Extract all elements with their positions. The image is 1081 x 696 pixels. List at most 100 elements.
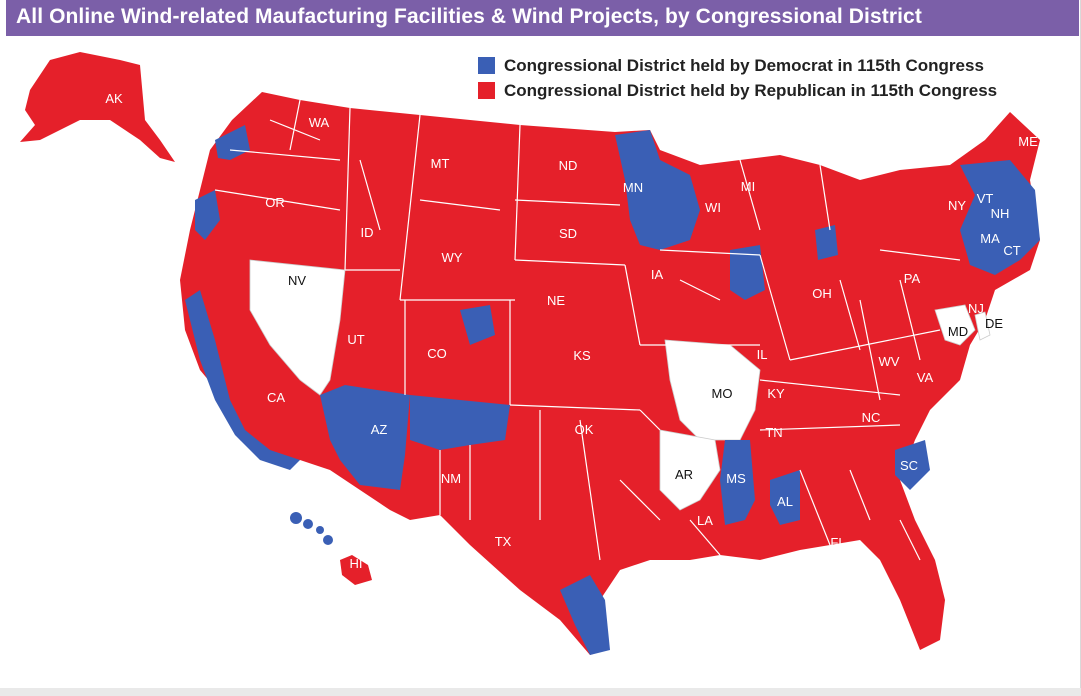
state-label-tx: TX xyxy=(495,534,512,549)
region-mn xyxy=(615,130,700,250)
district-line-18 xyxy=(759,379,901,396)
district-line-14 xyxy=(659,249,761,256)
district-line-23 xyxy=(739,159,761,231)
state-label-nd: ND xyxy=(559,158,578,173)
district-line-36 xyxy=(899,279,921,361)
state-label-ny: NY xyxy=(948,198,966,213)
state-label-tn: TN xyxy=(765,425,782,440)
district-line-12 xyxy=(639,409,661,431)
state-label-il: IL xyxy=(757,347,768,362)
state-label-nh: NH xyxy=(991,206,1010,221)
state-label-or: OR xyxy=(265,195,285,210)
district-line-1 xyxy=(399,114,421,301)
state-label-ne: NE xyxy=(547,293,565,308)
state-label-sc: SC xyxy=(900,458,918,473)
title-bar: All Online Wind-related Maufacturing Fac… xyxy=(6,0,1079,36)
state-label-pa: PA xyxy=(904,271,921,286)
region-md xyxy=(934,304,976,346)
state-label-wa: WA xyxy=(309,115,330,130)
district-line-40 xyxy=(899,519,921,561)
district-line-32 xyxy=(419,199,501,211)
district-line-21 xyxy=(859,299,881,401)
state-labels: AK WA OR CA NV ID MT WY UT CO AZ NM ND SD NE KS OK TX MN IA… xyxy=(105,91,1038,571)
hawaii-island-1 xyxy=(303,519,313,529)
state-label-az: AZ xyxy=(371,422,388,437)
district-line-22 xyxy=(879,249,961,261)
district-line-4 xyxy=(514,259,626,266)
state-label-nm: NM xyxy=(441,471,461,486)
state-label-mo: MO xyxy=(712,386,733,401)
state-label-co: CO xyxy=(427,346,447,361)
state-label-hi: HI xyxy=(350,556,363,571)
state-label-ok: OK xyxy=(575,422,594,437)
state-label-oh: OH xyxy=(812,286,832,301)
state-label-wi: WI xyxy=(705,200,721,215)
district-line-17 xyxy=(789,329,941,361)
state-label-me: ME xyxy=(1018,134,1038,149)
page-title: All Online Wind-related Maufacturing Fac… xyxy=(16,5,922,28)
legend-swatch-republican xyxy=(478,82,495,99)
state-label-wy: WY xyxy=(442,250,463,265)
district-line-29 xyxy=(289,99,301,151)
legend-item-democrat: Congressional District held by Democrat … xyxy=(478,53,997,78)
state-label-mi: MI xyxy=(741,179,755,194)
region-tx-south xyxy=(560,575,610,655)
state-label-ks: KS xyxy=(573,348,591,363)
district-line-19 xyxy=(759,424,901,431)
region-de xyxy=(974,311,991,341)
state-label-id: ID xyxy=(361,225,374,240)
state-label-md: MD xyxy=(948,324,968,339)
hawaii-landmass xyxy=(340,555,372,585)
district-line-34 xyxy=(699,349,711,401)
district-line-20 xyxy=(799,469,831,546)
legend-label-democrat: Congressional District held by Democrat … xyxy=(504,55,984,75)
region-ca-coast xyxy=(185,290,300,470)
district-line-11 xyxy=(509,404,641,411)
region-mi-detroit xyxy=(815,225,838,260)
region-nm-north xyxy=(410,395,510,450)
district-line-38 xyxy=(689,519,721,556)
district-line-31 xyxy=(359,159,381,231)
district-line-16 xyxy=(759,254,791,361)
region-or-coast xyxy=(195,190,220,240)
region-co-denver xyxy=(460,305,495,345)
state-label-ct: CT xyxy=(1003,243,1020,258)
bottom-strip xyxy=(0,688,1081,696)
district-line-28 xyxy=(579,419,601,561)
district-line-3 xyxy=(514,199,621,206)
legend: Congressional District held by Democrat … xyxy=(478,53,997,103)
state-label-ky: KY xyxy=(767,386,785,401)
state-label-ma: MA xyxy=(980,231,1000,246)
district-line-0 xyxy=(344,107,351,271)
state-label-ak: AK xyxy=(105,91,123,106)
state-label-la: LA xyxy=(697,513,713,528)
hawaii-island-3 xyxy=(323,535,333,545)
district-line-30 xyxy=(269,119,321,141)
state-label-sd: SD xyxy=(559,226,577,241)
state-label-ia: IA xyxy=(651,267,664,282)
state-label-fl: FL xyxy=(830,535,845,550)
alaska-landmass xyxy=(20,52,175,162)
district-line-13 xyxy=(624,264,641,346)
district-line-33 xyxy=(679,279,721,301)
region-ar xyxy=(659,429,721,511)
state-label-de: DE xyxy=(985,316,1003,331)
district-line-24 xyxy=(819,164,831,231)
state-label-nv: NV xyxy=(288,273,306,288)
hawaii-island-2 xyxy=(316,526,324,534)
legend-swatch-democrat xyxy=(478,57,495,74)
state-label-va: VA xyxy=(917,370,934,385)
region-sc xyxy=(895,440,930,490)
region-az xyxy=(320,385,410,490)
region-ms xyxy=(720,440,755,525)
region-al xyxy=(770,470,800,525)
state-label-ca: CA xyxy=(267,390,285,405)
legend-label-republican: Congressional District held by Republica… xyxy=(504,80,998,100)
state-label-ut: UT xyxy=(347,332,364,347)
district-line-37 xyxy=(619,479,661,521)
state-label-mn: MN xyxy=(623,180,643,195)
region-ne-corridor xyxy=(960,160,1040,275)
state-label-mt: MT xyxy=(431,156,450,171)
